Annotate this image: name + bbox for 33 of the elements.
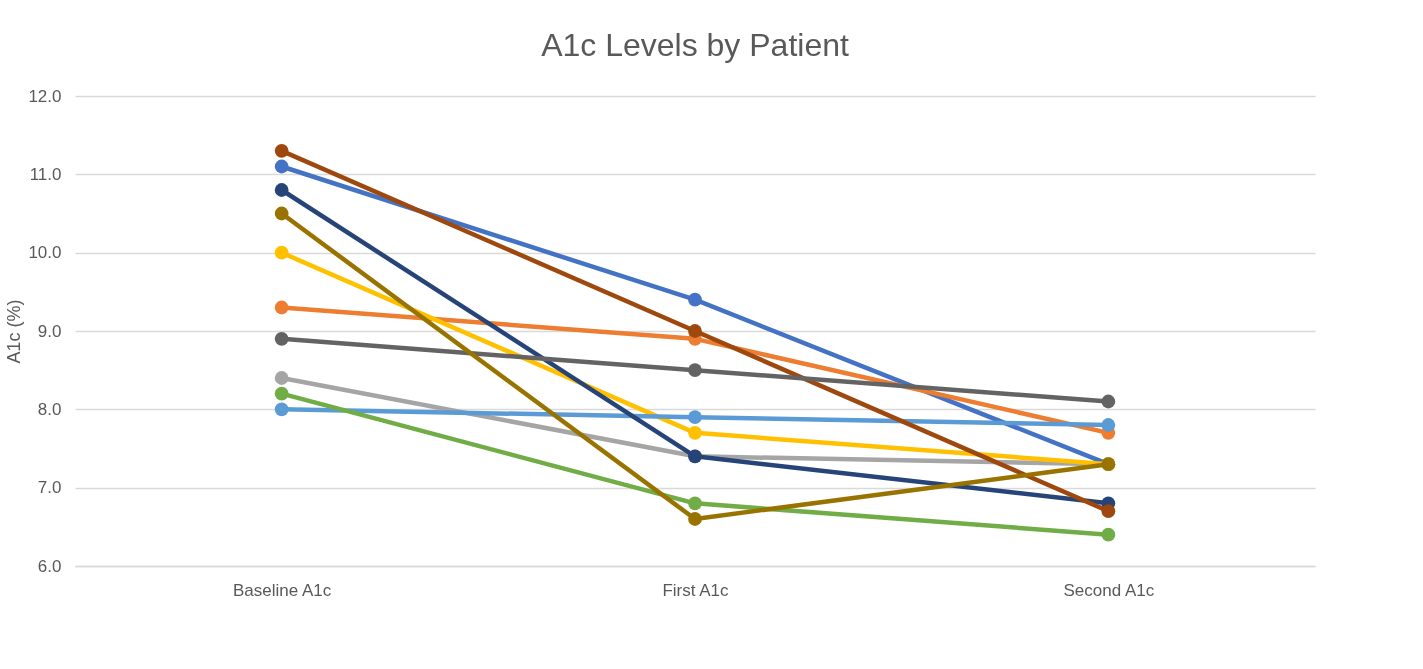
point bbox=[1101, 394, 1116, 409]
y-tick-label: 7.0 bbox=[37, 478, 62, 498]
x-tick-label: First A1c bbox=[662, 580, 730, 600]
point bbox=[1101, 418, 1116, 432]
point bbox=[274, 300, 289, 315]
point bbox=[274, 183, 289, 197]
point bbox=[274, 386, 289, 401]
point bbox=[1101, 527, 1116, 542]
y-tick-label: 12.0 bbox=[28, 86, 62, 106]
chart-title: A1c Levels by Patient bbox=[541, 27, 849, 63]
y-tick-label: 9.0 bbox=[37, 321, 62, 341]
point bbox=[688, 363, 702, 378]
point bbox=[274, 206, 289, 221]
point bbox=[274, 143, 289, 158]
y-tick-label: 8.0 bbox=[37, 399, 62, 419]
point bbox=[688, 512, 702, 526]
point bbox=[274, 331, 289, 346]
x-tick-label: Second A1c bbox=[1063, 580, 1155, 600]
y-tick-label: 6.0 bbox=[37, 556, 62, 576]
y-axis-title: A1c (%) bbox=[4, 299, 25, 364]
point bbox=[688, 292, 702, 307]
y-tick-label: 11.0 bbox=[29, 164, 62, 184]
point bbox=[688, 410, 702, 425]
point bbox=[688, 324, 702, 338]
point bbox=[274, 159, 289, 174]
point bbox=[274, 245, 289, 260]
point bbox=[688, 496, 702, 511]
point bbox=[688, 425, 702, 440]
point bbox=[274, 371, 289, 385]
x-tick-label: Baseline A1c bbox=[233, 580, 332, 600]
y-tick-label: 10.0 bbox=[28, 243, 62, 263]
point bbox=[274, 402, 289, 417]
point bbox=[1101, 504, 1116, 519]
